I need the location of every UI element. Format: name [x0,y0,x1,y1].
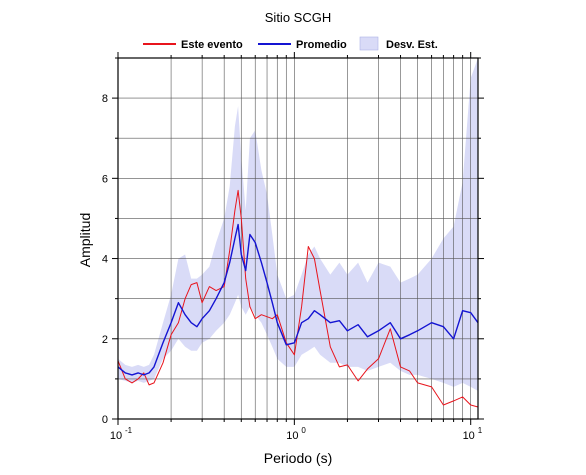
legend: Este evento Promedio Desv. Est. [143,36,438,51]
x-tick-label: 10 [110,430,122,442]
legend-label-promedio: Promedio [296,39,347,51]
desv-est-band [118,58,478,391]
series-line-promedio [117,223,479,376]
legend-swatch-desv-est [359,36,379,51]
y-tick-label: 4 [102,254,108,266]
plot-frame [117,57,479,420]
series-line-este-evento [117,189,479,408]
x-tick-label: 10 [286,430,298,442]
x-tick-label-exponent: 0 [301,426,306,435]
chart-title: Sitio SCGH [265,10,331,25]
x-axis-label: Periodo (s) [264,450,332,466]
y-tick-label: 6 [102,173,108,185]
x-tick-label-exponent: 1 [478,426,483,435]
plot-area [117,58,479,419]
y-tick-label: 2 [102,334,108,346]
x-tick-label: 10 [463,430,475,442]
y-axis-label: Amplitud [77,213,93,267]
legend-label-este-evento: Este evento [181,39,243,51]
x-tick-label-exponent: -1 [125,426,133,435]
y-tick-label: 8 [102,93,108,105]
y-tick-label: 0 [102,414,108,426]
legend-label-desv-est: Desv. Est. [386,39,438,51]
